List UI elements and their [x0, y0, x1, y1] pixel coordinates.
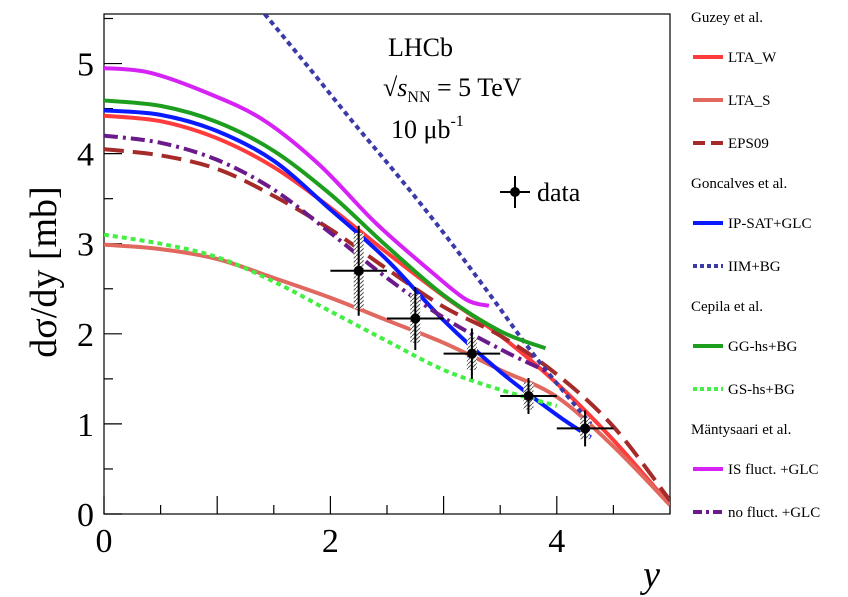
- legend: Guzey et al. LTA_W LTA_S EPS09 Goncalves et …: [691, 10, 820, 521]
- data-point: [580, 423, 591, 434]
- legend-label: GS-hs+BG: [728, 382, 795, 398]
- energy-value: = 5 TeV: [431, 73, 522, 102]
- y-tick-label: 0: [77, 497, 94, 534]
- series-line: [104, 242, 670, 507]
- legend-group-header: Mäntysaari et al.: [691, 422, 791, 438]
- luminosity-label: 10 μb-1: [391, 113, 464, 144]
- series-line: [104, 133, 547, 373]
- series-line: [104, 98, 547, 351]
- experiment-label: LHCb: [388, 33, 453, 62]
- series-line: [104, 147, 670, 502]
- data-point: [410, 313, 421, 324]
- legend-label: IIM+BG: [728, 259, 781, 275]
- series-line: [263, 14, 593, 426]
- data-point: [523, 390, 534, 401]
- x-tick-label: 2: [322, 523, 339, 560]
- x-tick-label: 0: [96, 523, 113, 560]
- y-tick-label: 4: [77, 137, 94, 174]
- legend-group-header: Goncalves et al.: [691, 176, 787, 192]
- data-legend-label: data: [537, 178, 581, 207]
- legend-label: LTA_S: [728, 93, 770, 109]
- luminosity-value: 10 μb: [391, 115, 450, 144]
- data-legend-entry: data: [500, 176, 581, 208]
- x-tick-label: 4: [548, 523, 565, 560]
- y-tick-label: 3: [77, 227, 94, 264]
- data-point: [353, 265, 364, 276]
- legend-label: LTA_W: [728, 50, 777, 66]
- axis-ticks: [103, 17, 671, 515]
- energy-subscript: NN: [407, 89, 431, 106]
- y-tick-label: 5: [77, 47, 94, 84]
- legend-label: GG-hs+BG: [728, 339, 797, 355]
- legend-label: no fluct. +GLC: [728, 505, 820, 521]
- data-point: [466, 348, 477, 359]
- y-axis-title: dσ/dy [mb]: [23, 186, 65, 357]
- legend-label: IP-SAT+GLC: [728, 216, 811, 232]
- series-line: [104, 66, 490, 308]
- series-line: [104, 113, 670, 507]
- series-line: [104, 232, 558, 408]
- luminosity-exponent: -1: [450, 113, 463, 130]
- energy-symbol: √s: [383, 73, 407, 102]
- y-tick-label: 1: [77, 407, 94, 444]
- energy-label: √sNN = 5 TeV: [383, 73, 522, 106]
- data-points: [330, 225, 614, 447]
- y-tick-label: 2: [77, 317, 94, 354]
- legend-group-header: Guzey et al.: [691, 10, 763, 26]
- legend-label: EPS09: [728, 136, 769, 152]
- legend-group-header: Cepila et al.: [691, 299, 763, 315]
- tick-labels: 0 2 4 0 1 2 3 4 5: [77, 47, 565, 560]
- x-axis-title: y: [639, 554, 660, 596]
- data-legend-marker: [510, 187, 520, 197]
- legend-label: IS fluct. +GLC: [728, 462, 819, 478]
